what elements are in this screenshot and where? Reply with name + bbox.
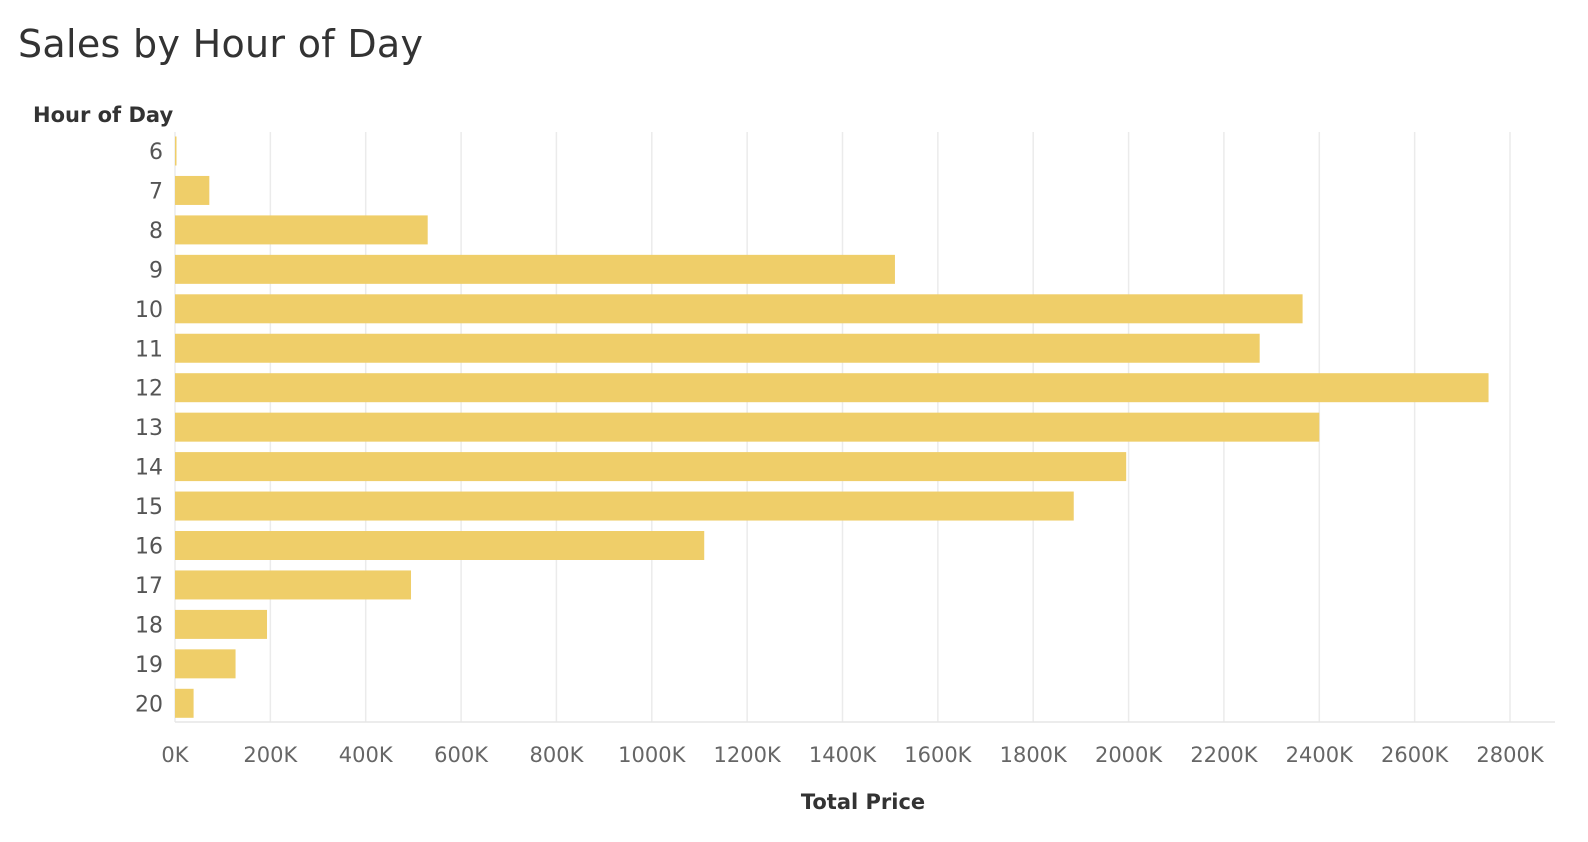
category-label: 17 bbox=[135, 574, 163, 599]
category-label: 13 bbox=[135, 416, 163, 441]
bar[interactable] bbox=[175, 215, 428, 245]
category-label: 8 bbox=[149, 219, 163, 244]
x-tick-label: 2800K bbox=[1476, 743, 1544, 767]
x-tick-label: 2200K bbox=[1190, 743, 1258, 767]
bar[interactable] bbox=[175, 531, 705, 560]
x-tick-label: 600K bbox=[434, 743, 489, 767]
bar[interactable] bbox=[175, 136, 177, 166]
x-tick-label: 2400K bbox=[1286, 743, 1354, 767]
bar[interactable] bbox=[175, 649, 236, 679]
bar[interactable] bbox=[175, 609, 268, 639]
category-label: 10 bbox=[135, 298, 163, 323]
category-label: 6 bbox=[149, 140, 163, 165]
category-label: 15 bbox=[135, 495, 163, 520]
category-label: 20 bbox=[135, 692, 163, 717]
bar[interactable] bbox=[175, 452, 1127, 482]
chart-title: Sales by Hour of Day bbox=[18, 22, 424, 66]
bars bbox=[175, 136, 1489, 718]
y-axis-title: Hour of Day bbox=[33, 103, 173, 127]
bar[interactable] bbox=[175, 491, 1074, 521]
x-tick-label: 200K bbox=[243, 743, 298, 767]
bar[interactable] bbox=[175, 294, 1303, 324]
x-tick-label: 1400K bbox=[809, 743, 877, 767]
category-label: 7 bbox=[149, 179, 163, 204]
category-label: 19 bbox=[135, 653, 163, 678]
bar[interactable] bbox=[175, 688, 194, 718]
x-tick-label: 0K bbox=[161, 743, 189, 767]
category-label: 11 bbox=[135, 337, 163, 362]
x-tick-label: 1800K bbox=[1000, 743, 1068, 767]
x-axis-title: Total Price bbox=[801, 790, 925, 814]
bar[interactable] bbox=[175, 175, 210, 205]
x-tick-label: 1200K bbox=[714, 743, 782, 767]
bar[interactable] bbox=[175, 570, 412, 600]
category-label: 9 bbox=[149, 258, 163, 283]
x-tick-label: 2000K bbox=[1095, 743, 1163, 767]
category-label: 18 bbox=[135, 613, 163, 638]
x-tick-label: 400K bbox=[339, 743, 394, 767]
bar[interactable] bbox=[175, 412, 1320, 442]
bar[interactable] bbox=[175, 333, 1260, 363]
x-tick-label: 1000K bbox=[618, 743, 686, 767]
x-tick-labels: 0K 200K 400K 600K 800K 1000K 1200K 1400K 1600K 18… bbox=[161, 743, 1544, 767]
x-tick-label: 800K bbox=[529, 743, 584, 767]
category-label: 16 bbox=[135, 535, 163, 560]
category-label: 14 bbox=[135, 456, 163, 481]
x-tick-label: 1600K bbox=[904, 743, 972, 767]
bar[interactable] bbox=[175, 254, 895, 284]
category-label: 12 bbox=[135, 377, 163, 402]
bar[interactable] bbox=[175, 373, 1489, 403]
category-labels: 6 7 8 9 10 11 12 13 14 15 16 17 18 19 20 bbox=[135, 140, 163, 717]
x-tick-label: 2600K bbox=[1381, 743, 1449, 767]
